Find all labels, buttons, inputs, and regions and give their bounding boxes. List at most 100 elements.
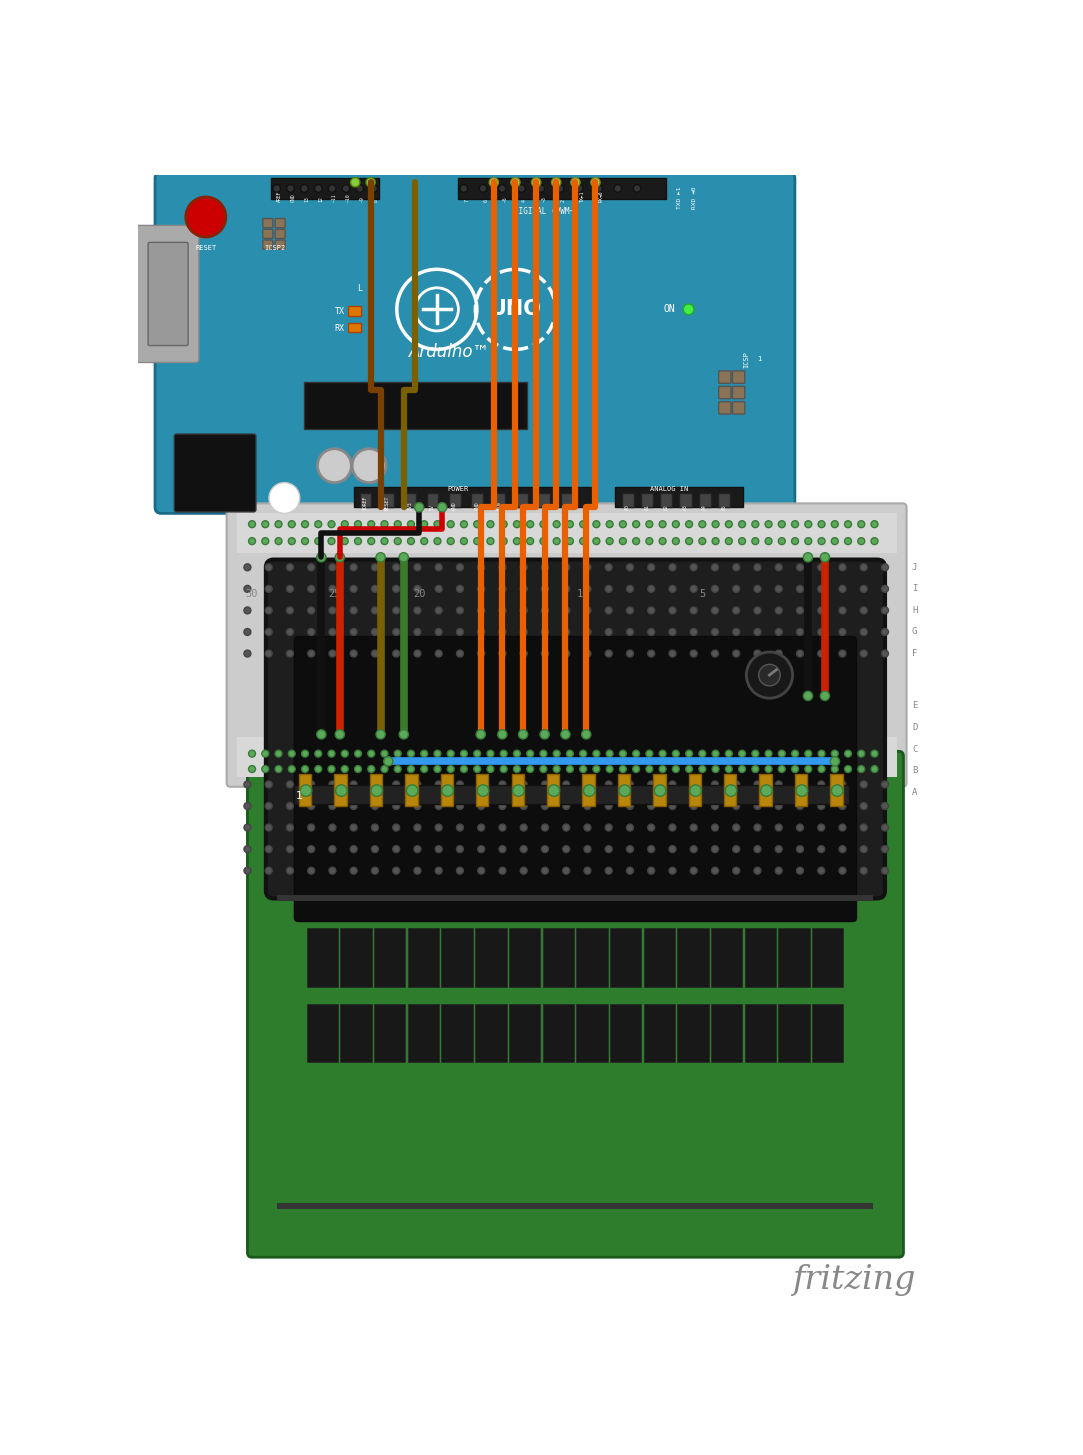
Circle shape bbox=[434, 538, 441, 544]
FancyBboxPatch shape bbox=[174, 434, 256, 512]
Circle shape bbox=[683, 304, 694, 314]
Circle shape bbox=[592, 751, 600, 757]
Circle shape bbox=[871, 538, 878, 544]
Circle shape bbox=[754, 781, 761, 789]
Circle shape bbox=[860, 803, 867, 809]
Circle shape bbox=[796, 781, 804, 789]
Circle shape bbox=[669, 607, 676, 614]
Bar bbox=[475, 928, 507, 986]
Circle shape bbox=[244, 781, 251, 789]
Circle shape bbox=[540, 765, 547, 773]
Circle shape bbox=[690, 867, 697, 874]
Circle shape bbox=[368, 765, 375, 773]
Circle shape bbox=[415, 502, 423, 512]
Circle shape bbox=[329, 585, 336, 592]
Circle shape bbox=[648, 781, 655, 789]
Circle shape bbox=[792, 538, 798, 544]
FancyBboxPatch shape bbox=[732, 371, 745, 383]
Circle shape bbox=[407, 521, 415, 528]
Circle shape bbox=[500, 538, 507, 544]
Circle shape bbox=[563, 867, 570, 874]
Text: ~10: ~10 bbox=[345, 194, 351, 202]
Circle shape bbox=[660, 521, 666, 528]
Circle shape bbox=[435, 629, 442, 636]
Circle shape bbox=[669, 867, 676, 874]
Circle shape bbox=[479, 185, 487, 192]
Circle shape bbox=[265, 650, 272, 658]
Circle shape bbox=[526, 521, 534, 528]
Circle shape bbox=[575, 185, 583, 192]
Circle shape bbox=[648, 824, 655, 831]
Circle shape bbox=[244, 867, 251, 874]
Circle shape bbox=[775, 824, 782, 831]
Circle shape bbox=[645, 751, 653, 757]
Circle shape bbox=[414, 867, 421, 874]
Circle shape bbox=[460, 521, 468, 528]
Circle shape bbox=[832, 751, 838, 757]
Circle shape bbox=[726, 521, 732, 528]
Circle shape bbox=[435, 565, 442, 570]
Circle shape bbox=[421, 521, 428, 528]
FancyBboxPatch shape bbox=[354, 487, 592, 508]
Circle shape bbox=[760, 784, 772, 796]
Circle shape bbox=[752, 751, 759, 757]
Circle shape bbox=[314, 185, 322, 192]
Circle shape bbox=[456, 867, 464, 874]
Circle shape bbox=[579, 751, 587, 757]
Circle shape bbox=[690, 784, 702, 796]
Circle shape bbox=[350, 607, 357, 614]
Circle shape bbox=[860, 867, 867, 874]
Circle shape bbox=[839, 803, 846, 809]
Circle shape bbox=[754, 824, 761, 831]
Bar bbox=[509, 1004, 540, 1062]
Circle shape bbox=[739, 521, 745, 528]
Circle shape bbox=[845, 538, 851, 544]
Circle shape bbox=[273, 185, 280, 192]
Circle shape bbox=[350, 867, 357, 874]
Circle shape bbox=[669, 781, 676, 789]
Circle shape bbox=[592, 538, 600, 544]
Circle shape bbox=[371, 824, 378, 831]
Bar bbox=[745, 928, 777, 986]
Circle shape bbox=[690, 585, 697, 592]
Circle shape bbox=[712, 845, 718, 853]
Circle shape bbox=[407, 765, 415, 773]
Circle shape bbox=[244, 803, 251, 809]
Circle shape bbox=[456, 824, 464, 831]
Circle shape bbox=[499, 803, 506, 809]
Circle shape bbox=[287, 607, 293, 614]
Circle shape bbox=[557, 185, 564, 192]
Bar bbox=[237, 736, 897, 777]
Text: 1: 1 bbox=[757, 356, 761, 362]
Circle shape bbox=[499, 845, 506, 853]
Bar bbox=[475, 1004, 507, 1062]
Circle shape bbox=[414, 565, 421, 570]
Circle shape bbox=[275, 751, 282, 757]
Circle shape bbox=[713, 751, 719, 757]
Circle shape bbox=[532, 178, 540, 186]
Circle shape bbox=[818, 803, 824, 809]
Circle shape bbox=[669, 629, 676, 636]
Circle shape bbox=[563, 629, 570, 636]
Circle shape bbox=[460, 185, 468, 192]
Circle shape bbox=[626, 629, 634, 636]
Text: 12: 12 bbox=[318, 196, 323, 202]
Circle shape bbox=[796, 585, 804, 592]
Circle shape bbox=[839, 585, 846, 592]
Circle shape bbox=[301, 751, 309, 757]
Circle shape bbox=[381, 751, 388, 757]
Bar bbox=[745, 1004, 777, 1062]
FancyBboxPatch shape bbox=[538, 493, 550, 508]
Circle shape bbox=[818, 607, 824, 614]
Circle shape bbox=[456, 803, 464, 809]
Circle shape bbox=[244, 845, 251, 853]
Circle shape bbox=[301, 185, 309, 192]
Circle shape bbox=[765, 521, 772, 528]
Circle shape bbox=[499, 607, 506, 614]
Circle shape bbox=[393, 803, 400, 809]
Circle shape bbox=[487, 751, 494, 757]
Circle shape bbox=[582, 730, 591, 739]
Circle shape bbox=[244, 629, 251, 636]
Circle shape bbox=[713, 538, 719, 544]
FancyBboxPatch shape bbox=[583, 774, 595, 806]
